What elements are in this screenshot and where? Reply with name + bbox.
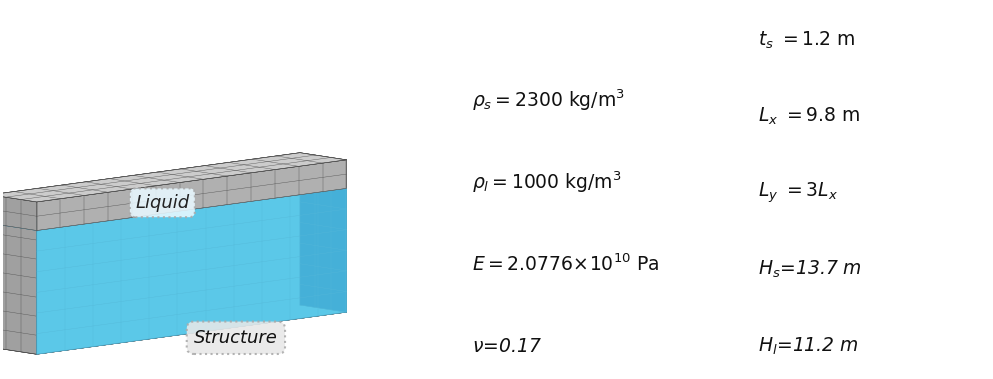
Polygon shape	[0, 153, 300, 347]
Text: $L_y\ =3L_x$: $L_y\ =3L_x$	[759, 181, 838, 205]
Text: $\nu$=0.17: $\nu$=0.17	[472, 337, 541, 356]
Polygon shape	[300, 153, 347, 312]
Polygon shape	[37, 188, 347, 354]
Polygon shape	[0, 153, 347, 202]
Text: $L_x\ =9.8\ \mathrm{m}$: $L_x\ =9.8\ \mathrm{m}$	[759, 106, 860, 127]
Polygon shape	[37, 160, 347, 354]
Text: $H_s$=13.7 m: $H_s$=13.7 m	[759, 259, 862, 280]
Polygon shape	[0, 195, 37, 354]
Polygon shape	[37, 160, 347, 230]
Text: Structure: Structure	[194, 329, 278, 347]
Text: $t_s\ =1.2\ \mathrm{m}$: $t_s\ =1.2\ \mathrm{m}$	[759, 30, 856, 51]
Polygon shape	[0, 305, 347, 354]
Text: $\rho_s = 2300\ \mathrm{kg/m^3}$: $\rho_s = 2300\ \mathrm{kg/m^3}$	[472, 87, 625, 113]
Text: $H_l$=11.2 m: $H_l$=11.2 m	[759, 336, 858, 357]
Text: Liquid: Liquid	[135, 194, 190, 212]
Polygon shape	[0, 195, 37, 230]
Polygon shape	[300, 181, 347, 312]
Polygon shape	[0, 181, 347, 230]
Text: $E = 2.0776\!\times\!10^{10}\ \mathrm{Pa}$: $E = 2.0776\!\times\!10^{10}\ \mathrm{Pa…	[472, 254, 659, 275]
Text: $\rho_l = 1000\ \mathrm{kg/m^3}$: $\rho_l = 1000\ \mathrm{kg/m^3}$	[472, 169, 622, 195]
